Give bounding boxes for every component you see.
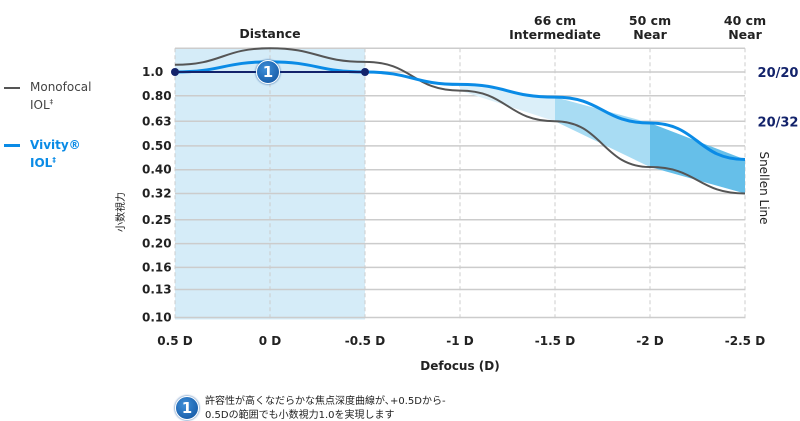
y-tick-label: 1.0: [142, 65, 163, 79]
y-tick-label: 0.20: [142, 237, 172, 251]
y-tick-label: 0.32: [142, 186, 172, 200]
note-line: 許容性が高くなだらかな焦点深度曲線が､+0.5Dから-: [205, 396, 446, 407]
annotation-marker: 1: [256, 60, 280, 84]
gap-fill: [555, 97, 650, 168]
legend-label: Monofocal IOL: [30, 80, 92, 112]
y-tick-label: 0.50: [142, 139, 172, 153]
snellen-title: Snellen Line: [757, 151, 771, 224]
y-tick-label: 0.63: [142, 114, 172, 128]
x-tick-label: 0.5 D: [157, 334, 192, 348]
legend-swatch: [4, 86, 20, 89]
distance-label: Distance: [239, 26, 300, 41]
note-marker: 1: [175, 396, 199, 420]
x-axis-label: Defocus (D): [420, 359, 499, 373]
distance-label: Intermediate: [509, 27, 601, 42]
distance-label: 50 cm: [629, 13, 671, 28]
y-tick-label: 0.80: [142, 89, 172, 103]
x-tick-label: -2 D: [636, 334, 664, 348]
gap-fill: [650, 122, 745, 194]
legend-swatch: [4, 144, 20, 147]
legend-sup: ‡: [52, 156, 56, 164]
x-tick-label: -1 D: [446, 334, 474, 348]
note-line: 0.5Dの範囲でも小数視力1.0を実現します: [205, 410, 395, 421]
x-tick-label: -1.5 D: [535, 334, 575, 348]
x-tick-label: 0 D: [259, 334, 282, 348]
legend-monofocal: Monofocal IOL‡: [0, 80, 110, 113]
legend-sup: ‡: [49, 98, 54, 106]
distance-label: Near: [728, 27, 762, 42]
snellen-label: 20/20: [758, 66, 799, 81]
distance-label: 66 cm: [534, 13, 576, 28]
y-tick-label: 0.25: [142, 213, 172, 227]
legend-vivity: Vivity® IOL‡: [0, 138, 90, 171]
x-tick-label: -2.5 D: [725, 334, 765, 348]
y-tick-label: 0.40: [142, 163, 172, 177]
y-tick-label: 0.10: [142, 311, 172, 325]
y-axis-label: 小数視力: [114, 192, 127, 232]
x-tick-label: -0.5 D: [345, 334, 385, 348]
annotation-note: 許容性が高くなだらかな焦点深度曲線が､+0.5Dから- 0.5Dの範囲でも小数視…: [205, 395, 446, 421]
distance-label: Near: [633, 27, 667, 42]
y-tick-label: 0.16: [142, 260, 172, 274]
range-endpoint: [361, 68, 369, 76]
snellen-label: 20/32: [758, 115, 799, 130]
y-tick-label: 0.13: [142, 283, 172, 297]
series-monofocal-line: [174, 47, 746, 195]
range-endpoint: [171, 68, 179, 76]
distance-label: 40 cm: [724, 13, 766, 28]
legend-label: Vivity® IOL: [30, 138, 81, 170]
